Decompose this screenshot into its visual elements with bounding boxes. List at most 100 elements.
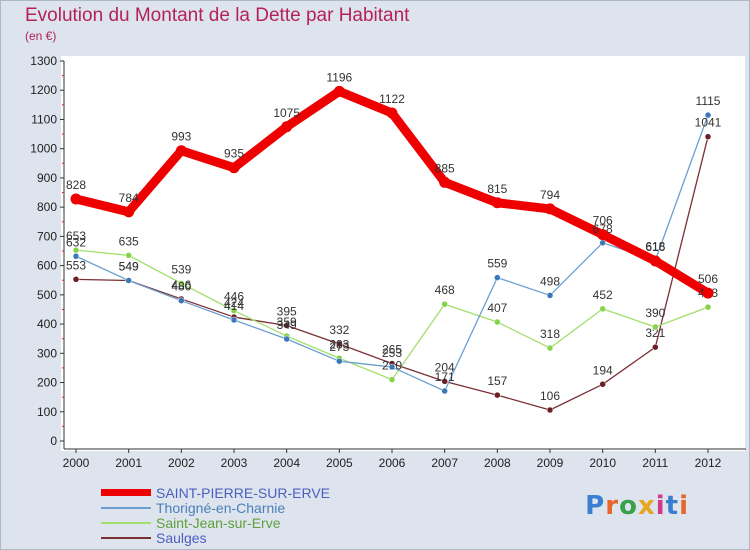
data-point [283, 335, 290, 343]
x-tick-label: 2004 [273, 456, 300, 470]
y-tick-label: 1100 [31, 112, 57, 126]
data-point [704, 303, 712, 311]
data-point [336, 340, 343, 348]
data-label: 616 [645, 240, 665, 254]
data-label: 539 [171, 262, 191, 276]
x-tick-label: 2007 [431, 456, 458, 470]
data-label: 635 [119, 234, 139, 248]
legend-label: Thorigné-en-Charnie [156, 499, 286, 516]
data-label: 993 [171, 130, 191, 144]
data-point [546, 292, 554, 299]
legend-swatch [101, 536, 151, 539]
data-point [230, 316, 238, 324]
data-point [652, 343, 659, 351]
data-label: 424 [224, 296, 244, 310]
y-tick-label: 100 [37, 405, 57, 419]
data-label: 1115 [696, 94, 721, 108]
data-point [441, 378, 448, 385]
legend-swatch [101, 489, 151, 496]
data-label: 553 [66, 258, 86, 272]
legend-label: SAINT-PIERRE-SUR-ERVE [156, 484, 330, 501]
data-point [546, 406, 554, 414]
data-label: 1196 [326, 70, 352, 84]
data-point [386, 107, 398, 119]
data-point [125, 277, 132, 284]
data-point [494, 274, 501, 281]
legend: SAINT-PIERRE-SUR-ERVE Thorigné-en-Charnie… [101, 484, 330, 546]
y-tick-label: 1300 [30, 54, 57, 68]
x-tick-label: 2000 [63, 456, 90, 470]
data-point [281, 121, 293, 133]
data-label: 318 [540, 327, 560, 341]
data-label: 265 [382, 343, 402, 357]
data-label: 157 [487, 374, 507, 388]
logo-letter: r [605, 491, 620, 521]
x-tick-label: 2006 [379, 456, 406, 470]
data-point [439, 176, 451, 188]
data-label: 321 [645, 326, 665, 340]
data-point [333, 85, 345, 97]
x-tick-label: 2009 [537, 456, 564, 470]
data-point [491, 197, 503, 209]
x-tick-label: 2010 [589, 456, 616, 470]
data-label: 706 [593, 214, 613, 228]
data-point [546, 344, 554, 352]
logo-letter: t [665, 491, 680, 521]
legend-swatch [101, 521, 151, 524]
chart-title: Evolution du Montant de la Dette par Hab… [25, 5, 410, 26]
data-point [178, 297, 185, 304]
logo-letter: P [585, 491, 606, 521]
legend-item: SAINT-PIERRE-SUR-ERVE [101, 484, 330, 501]
data-point [599, 239, 606, 247]
legend-item: Saulges [101, 530, 330, 546]
data-label: 1041 [695, 116, 722, 130]
data-label: 549 [119, 260, 139, 274]
data-point [123, 206, 135, 218]
x-tick-label: 2012 [695, 456, 722, 470]
data-point [599, 305, 606, 313]
data-point [494, 391, 501, 399]
data-point [652, 323, 659, 331]
y-tick-label: 300 [37, 346, 57, 360]
logo-letter: i [679, 491, 689, 521]
data-point [72, 253, 80, 260]
logo-letter: o [619, 491, 638, 521]
data-label: 784 [119, 191, 139, 205]
y-tick-label: 200 [37, 376, 57, 390]
data-label: 194 [593, 363, 613, 377]
data-point [283, 322, 290, 329]
data-point [125, 252, 132, 259]
data-label: 618 [645, 239, 665, 253]
data-label: 632 [66, 235, 86, 249]
data-point [494, 318, 501, 326]
data-label: 204 [435, 360, 455, 374]
data-label: 828 [66, 178, 86, 192]
data-label: 794 [540, 188, 560, 202]
y-tick-label: 800 [37, 200, 57, 214]
data-label: 171 [435, 370, 455, 384]
x-tick-label: 2011 [642, 456, 668, 470]
proxiti-logo: Proxiti [585, 491, 689, 521]
data-point [336, 357, 343, 365]
y-tick-label: 400 [37, 317, 57, 331]
data-point [230, 307, 238, 314]
data-point [388, 376, 396, 383]
data-label: 332 [329, 323, 349, 337]
data-point [441, 300, 448, 308]
logo-letter: i [655, 491, 666, 521]
data-point [175, 145, 187, 157]
y-tick-label: 600 [37, 259, 57, 273]
y-tick-label: 900 [37, 171, 57, 185]
data-label: 1075 [273, 106, 300, 120]
data-point [178, 280, 185, 287]
chart-subtitle: (en €) [25, 29, 57, 43]
legend-label: Saint-Jean-sur-Erve [156, 514, 281, 531]
data-label: 468 [435, 283, 455, 297]
x-tick-label: 2005 [326, 456, 353, 470]
data-label: 390 [645, 306, 665, 320]
y-tick-label: 1000 [30, 142, 57, 156]
data-point [704, 133, 712, 140]
y-tick-label: 500 [37, 288, 57, 302]
data-point [649, 255, 661, 267]
